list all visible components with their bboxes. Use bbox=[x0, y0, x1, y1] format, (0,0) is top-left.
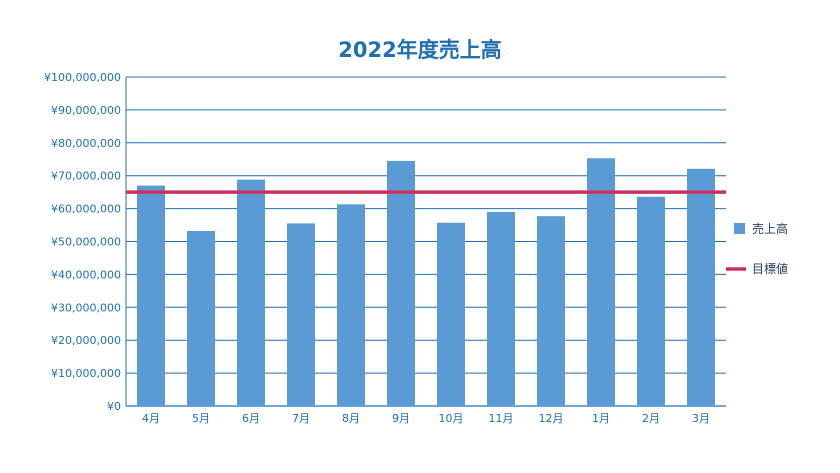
x-tick-label: 1月 bbox=[592, 412, 610, 425]
x-tick-label: 7月 bbox=[292, 412, 310, 425]
bar-11月 bbox=[487, 211, 515, 406]
bar-1月 bbox=[587, 158, 615, 406]
bar-10月 bbox=[437, 222, 465, 406]
y-tick-label: ¥80,000,000 bbox=[51, 137, 121, 150]
bar-5月 bbox=[187, 230, 215, 406]
y-axis-tick-labels: ¥0 ¥10,000,000 ¥20,000,000 ¥30,000,000 ¥40,0… bbox=[44, 71, 121, 413]
y-tick-label: ¥70,000,000 bbox=[51, 170, 121, 183]
chart-title: 2022年度売上高 bbox=[338, 38, 502, 62]
legend-swatch-bar bbox=[734, 223, 745, 234]
gridlines bbox=[125, 76, 726, 407]
x-tick-label: 4月 bbox=[142, 412, 160, 425]
y-tick-label: ¥0 bbox=[107, 400, 121, 413]
x-tick-label: 10月 bbox=[439, 412, 464, 425]
x-tick-label: 9月 bbox=[392, 412, 410, 425]
y-tick-label: ¥50,000,000 bbox=[51, 236, 121, 249]
x-axis-tick-labels: 4月 5月 6月 7月 8月 9月 10月 11月 12月 1月 2月 3月 bbox=[142, 412, 710, 425]
bar-9月 bbox=[387, 160, 415, 406]
y-tick-label: ¥20,000,000 bbox=[51, 334, 121, 347]
x-tick-label: 3月 bbox=[692, 412, 710, 425]
legend-label-sales: 売上高 bbox=[752, 221, 788, 236]
y-tick-label: ¥90,000,000 bbox=[51, 104, 121, 117]
x-tick-label: 6月 bbox=[242, 412, 260, 425]
bar-3月 bbox=[687, 168, 715, 406]
bars bbox=[137, 158, 715, 406]
y-tick-label: ¥100,000,000 bbox=[44, 71, 121, 84]
x-tick-label: 5月 bbox=[192, 412, 210, 425]
y-tick-label: ¥40,000,000 bbox=[51, 268, 121, 281]
bar-6月 bbox=[237, 179, 265, 406]
x-tick-label: 8月 bbox=[342, 412, 360, 425]
x-tick-label: 11月 bbox=[489, 412, 514, 425]
bar-12月 bbox=[537, 216, 565, 406]
x-tick-label: 2月 bbox=[642, 412, 660, 425]
y-tick-label: ¥30,000,000 bbox=[51, 301, 121, 314]
bar-8月 bbox=[337, 204, 365, 406]
y-tick-label: ¥10,000,000 bbox=[51, 367, 121, 380]
bar-2月 bbox=[637, 196, 665, 406]
x-tick-label: 12月 bbox=[539, 412, 564, 425]
legend-label-target: 目標値 bbox=[752, 261, 788, 276]
y-tick-label: ¥60,000,000 bbox=[51, 203, 121, 216]
bar-7月 bbox=[287, 223, 315, 406]
bar-4月 bbox=[137, 185, 165, 406]
